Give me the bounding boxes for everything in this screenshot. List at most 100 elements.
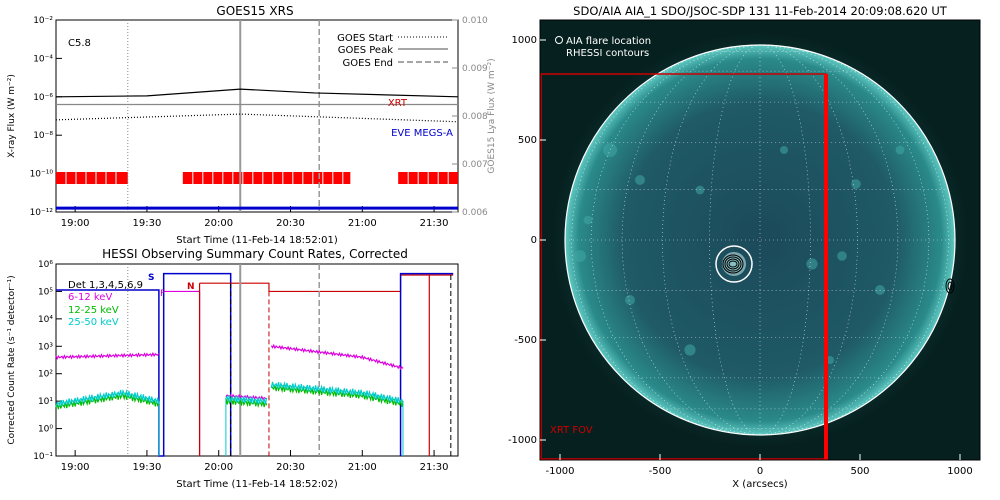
hessi-legend-12-25: 12-25 keV <box>68 305 119 316</box>
goes-ytick-label: 10⁻⁴ <box>33 54 53 64</box>
aia-xtick-label: -500 <box>649 466 672 477</box>
goes-ytick-right-label: 0.008 <box>462 112 488 122</box>
aia-lon-line <box>571 44 761 436</box>
aia-grid <box>565 44 955 436</box>
hessi-panel: HESSI Observing Summary Count Rates, Cor… <box>7 247 459 490</box>
hessi-series-2-seg-0 <box>55 388 160 408</box>
hessi-ylabel: Corrected Count Rate (s⁻¹ detector⁻¹) <box>7 275 17 444</box>
goes-series-0 <box>55 88 459 98</box>
aia-active-region-4 <box>684 344 696 356</box>
hessi-series-0-seg-0 <box>55 351 160 360</box>
goes-ytick-label: 10⁻¹⁰ <box>30 170 54 180</box>
goes-red-bar-0 <box>56 172 128 184</box>
goes-ylabel-right: GOES15 Lya Flux (W m⁻²) <box>487 58 497 173</box>
goes-title: GOES15 XRS <box>216 4 293 18</box>
goes-class-label: C5.8 <box>68 38 91 49</box>
aia-active-region-9 <box>851 179 861 189</box>
hessi-xtick-label: 20:00 <box>204 462 233 473</box>
goes-xtick-label: 19:00 <box>61 218 90 229</box>
aia-active-region-8 <box>875 285 885 295</box>
aia-legend-rhessi: RHESSI contours <box>566 48 649 59</box>
aia-panel: SDO/AIA AIA_1 SDO/JSOC-SDP 131 11-Feb-20… <box>508 4 981 490</box>
goes-red-bar-1 <box>182 172 351 184</box>
goes-ytick-right-label: 0.007 <box>462 160 488 170</box>
aia-fov-label: XRT FOV <box>550 425 593 436</box>
aia-active-region-0 <box>574 250 586 262</box>
goes-ytick-right-label: 0.010 <box>462 16 488 26</box>
hessi-title: HESSI Observing Summary Count Rates, Cor… <box>102 247 408 261</box>
goes-xtick-label: 21:00 <box>348 218 377 229</box>
aia-flare-bright <box>722 252 746 276</box>
hessi-ytick-label: 10² <box>38 370 53 380</box>
hessi-state-line-blue-2 <box>399 272 454 456</box>
aia-rhessi-contour-2 <box>726 258 740 270</box>
goes-ytick-label: 10⁻⁶ <box>33 93 53 103</box>
aia-xlabel: X (arcsecs) <box>732 479 788 490</box>
goes-ytick-label: 10⁻² <box>33 16 53 26</box>
hessi-legend-25-50: 25-50 keV <box>68 317 119 328</box>
goes-ytick-right-label: 0.006 <box>462 208 488 218</box>
aia-active-region-7 <box>837 251 847 261</box>
aia-sun-disk <box>565 45 955 435</box>
aia-active-region-2 <box>603 143 617 157</box>
hessi-xtick-label: 21:30 <box>420 462 449 473</box>
hessi-state-line-magenta <box>163 290 201 456</box>
hessi-xlabel: Start Time (11-Feb-14 18:52:02) <box>176 479 338 490</box>
aia-active-region-3 <box>635 175 645 185</box>
goes-ytick-right-label: 0.009 <box>462 64 488 74</box>
hessi-xtick-label: 21:00 <box>348 462 377 473</box>
goes-legend-end: GOES End <box>343 58 393 69</box>
aia-rhessi-contour-0 <box>722 254 744 274</box>
aia-limb-contour-inner <box>947 281 953 291</box>
aia-rhessi-contour-3 <box>728 260 738 268</box>
goes-legend-start: GOES Start <box>337 33 393 44</box>
hessi-ytick-label: 10⁶ <box>38 260 53 270</box>
goes-ytick-label: 10⁻¹² <box>30 208 54 218</box>
hessi-flag-s: S <box>148 273 154 283</box>
aia-ytick-label: 1000 <box>512 35 537 46</box>
aia-lon-line <box>759 44 858 436</box>
aia-active-region-13 <box>625 295 635 305</box>
hessi-state-line-blue <box>56 272 232 457</box>
hessi-xtick-label: 19:00 <box>61 462 90 473</box>
goes-xtick-label: 20:30 <box>276 218 305 229</box>
aia-active-region-1 <box>583 215 593 225</box>
aia-ytick-label: 0 <box>531 235 537 246</box>
hessi-flag-n: N <box>187 282 195 292</box>
aia-active-region-6 <box>806 258 818 270</box>
hessi-ytick-label: 10⁵ <box>38 287 53 297</box>
hessi-ytick-label: 10⁰ <box>38 425 53 435</box>
goes-xtick-label: 19:30 <box>133 218 162 229</box>
aia-ytick-label: -1000 <box>508 435 537 446</box>
aia-active-region-12 <box>895 145 905 155</box>
goes-ylabel: X-ray Flux (W m⁻²) <box>7 74 17 158</box>
aia-active-region-11 <box>780 146 788 154</box>
aia-limb-contour <box>945 278 955 294</box>
goes-xtick-label: 21:30 <box>420 218 449 229</box>
goes-xtick-label: 20:00 <box>204 218 233 229</box>
aia-xtick-label: 0 <box>757 466 763 477</box>
hessi-xtick-label: 20:30 <box>276 462 305 473</box>
goes-legend-peak: GOES Peak <box>338 45 393 56</box>
hessi-legend-det: Det 1,3,4,5,6,9 <box>68 280 143 291</box>
hessi-series-2-seg-2 <box>270 381 404 404</box>
aia-legend-flare: AIA flare location <box>566 36 651 47</box>
goes-ytick-label: 10⁻⁸ <box>33 131 53 141</box>
aia-title: SDO/AIA AIA_1 SDO/JSOC-SDP 131 11-Feb-20… <box>573 4 948 18</box>
aia-xtick-label: 1000 <box>947 466 972 477</box>
aia-xtick-label: -1000 <box>545 466 574 477</box>
aia-xtick-label: 500 <box>850 466 869 477</box>
hessi-ytick-label: 10³ <box>38 342 53 352</box>
goes-eve-label: EVE MEGS-A <box>391 128 453 139</box>
hessi-state-line-red <box>199 274 454 293</box>
hessi-flag-f: F <box>160 289 165 299</box>
hessi-legend-6-12: 6-12 keV <box>68 292 112 303</box>
hessi-ytick-label: 10¹ <box>38 397 53 407</box>
aia-limb <box>564 44 956 436</box>
hessi-ytick-label: 10⁴ <box>38 315 53 325</box>
aia-active-region-10 <box>695 185 705 195</box>
hessi-series-0-seg-2 <box>270 343 404 371</box>
goes-series-2 <box>55 113 459 123</box>
aia-rhessi-contour-1 <box>724 256 742 272</box>
